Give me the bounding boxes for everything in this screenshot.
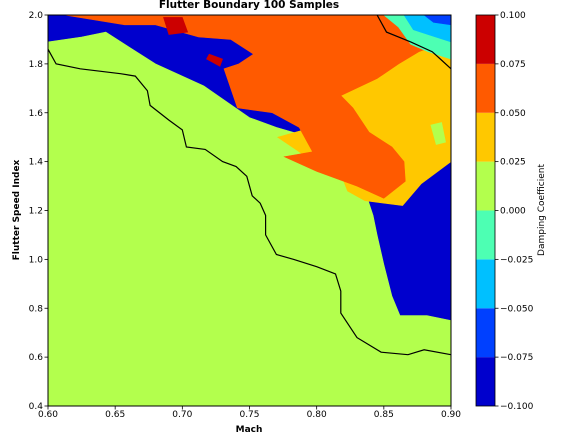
flutter-boundary-line [376, 15, 451, 70]
y-axis-label: Flutter Speed Index [12, 159, 22, 260]
y-tick-label: 0.8 [29, 304, 44, 314]
x-tick-label: 0.85 [374, 410, 394, 420]
x-tick-label: 0.70 [172, 410, 192, 420]
colorbar-tick-label: 0.025 [500, 158, 526, 168]
colorbar-tick-label: 0.075 [500, 60, 526, 70]
plot-axes: 0.60 0.65 0.70 0.75 0.80 0.85 0.90 0.4 0.6 0.8 1.0… [29, 11, 462, 420]
contour-region-level-4 [430, 122, 446, 145]
y-tick-label: 1.4 [29, 158, 44, 168]
colorbar: −0.100 −0.075 −0.050 −0.025 0.000 0.025 0.050 0… [475, 11, 534, 412]
x-tick-label: 0.90 [441, 410, 461, 420]
contour-region-level-1 [423, 15, 451, 26]
colorbar-segment [476, 112, 495, 162]
y-tick-label: 2.0 [29, 11, 44, 21]
flutter-boundary-line [48, 48, 451, 356]
colorbar-segment [476, 259, 495, 309]
x-axis-label: Mach [236, 425, 263, 435]
colorbar-segment [476, 63, 495, 113]
colorbar-segment [476, 210, 495, 260]
y-tick-label: 1.2 [29, 207, 43, 217]
x-tick-label: 0.65 [105, 410, 125, 420]
chart-title: Flutter Boundary 100 Samples [159, 0, 339, 11]
y-tick-label: 0.4 [29, 402, 44, 412]
x-tick-label: 0.60 [38, 410, 58, 420]
colorbar-segment [476, 161, 495, 211]
x-tick-label: 0.80 [307, 410, 327, 420]
y-tick-label: 1.6 [29, 109, 44, 119]
colorbar-tick-label: −0.100 [500, 402, 534, 412]
colorbar-tick-label: −0.025 [500, 255, 533, 265]
colorbar-segment [476, 15, 495, 64]
colorbar-tick-label: −0.050 [500, 304, 534, 314]
y-tick-label: 0.6 [29, 353, 44, 363]
colorbar-segment [476, 308, 495, 358]
x-tick-label: 0.75 [239, 410, 259, 420]
contour-region-level-7 [206, 53, 223, 67]
contour-region-level-6 [64, 15, 451, 199]
contour-plot-area [48, 15, 451, 406]
colorbar-tick-label: −0.075 [500, 353, 533, 363]
colorbar-tick-label: 0.000 [500, 207, 526, 217]
y-tick-label: 1.8 [29, 60, 44, 70]
colorbar-tick-label: 0.050 [500, 109, 526, 119]
colorbar-segment [476, 357, 495, 406]
contour-region-level-7 [163, 17, 189, 35]
colorbar-label: Damping Coefficient [537, 164, 547, 256]
y-tick-label: 1.0 [29, 255, 44, 265]
colorbar-tick-label: 0.100 [500, 11, 526, 21]
